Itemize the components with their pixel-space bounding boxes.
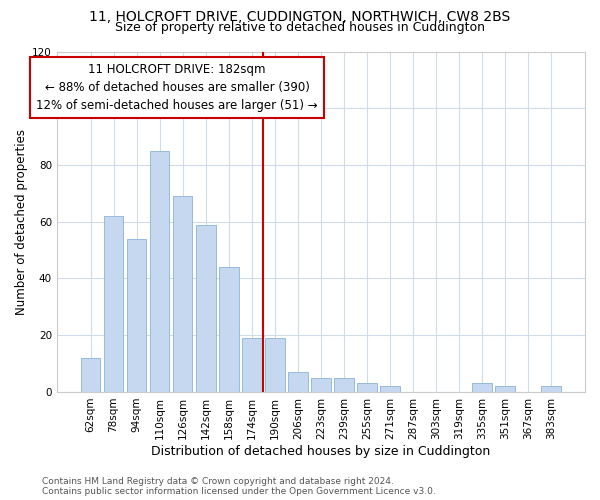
Text: 11, HOLCROFT DRIVE, CUDDINGTON, NORTHWICH, CW8 2BS: 11, HOLCROFT DRIVE, CUDDINGTON, NORTHWIC… bbox=[89, 10, 511, 24]
X-axis label: Distribution of detached houses by size in Cuddington: Distribution of detached houses by size … bbox=[151, 444, 491, 458]
Bar bbox=[150, 151, 169, 392]
Bar bbox=[541, 386, 561, 392]
Bar bbox=[311, 378, 331, 392]
Bar bbox=[173, 196, 193, 392]
Text: 11 HOLCROFT DRIVE: 182sqm
← 88% of detached houses are smaller (390)
12% of semi: 11 HOLCROFT DRIVE: 182sqm ← 88% of detac… bbox=[36, 63, 318, 112]
Bar bbox=[81, 358, 100, 392]
Bar bbox=[265, 338, 284, 392]
Bar bbox=[288, 372, 308, 392]
Text: Contains HM Land Registry data © Crown copyright and database right 2024.
Contai: Contains HM Land Registry data © Crown c… bbox=[42, 476, 436, 496]
Bar bbox=[334, 378, 354, 392]
Bar bbox=[496, 386, 515, 392]
Bar bbox=[357, 384, 377, 392]
Bar bbox=[242, 338, 262, 392]
Bar bbox=[104, 216, 124, 392]
Bar bbox=[472, 384, 492, 392]
Bar bbox=[219, 267, 239, 392]
Y-axis label: Number of detached properties: Number of detached properties bbox=[15, 128, 28, 314]
Text: Size of property relative to detached houses in Cuddington: Size of property relative to detached ho… bbox=[115, 21, 485, 34]
Bar bbox=[380, 386, 400, 392]
Bar bbox=[127, 239, 146, 392]
Bar bbox=[196, 224, 215, 392]
